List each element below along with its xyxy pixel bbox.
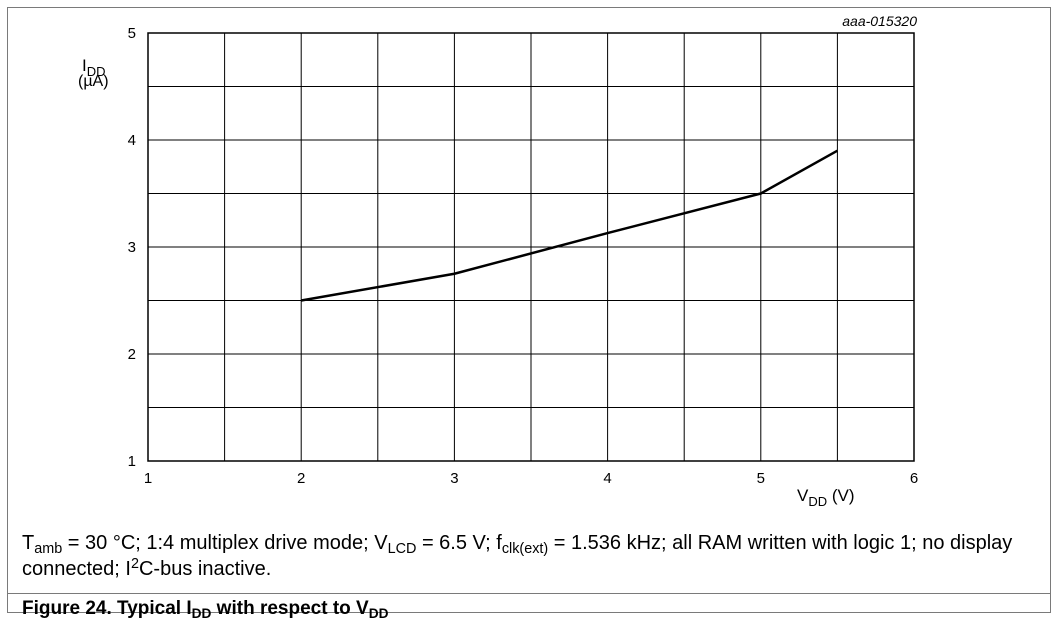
y-axis-label: IDD (82, 56, 106, 79)
caption-divider (8, 593, 1050, 594)
tick-labels: 1 2 3 4 5 6 1 2 3 4 5 (128, 25, 919, 487)
x-tick-label: 6 (910, 470, 918, 487)
figure-caption: Tamb = 30 °C; 1:4 multiplex drive mode; … (22, 532, 1013, 580)
plot-area (147, 32, 915, 462)
series-layer (300, 149, 839, 302)
x-tick-label: 4 (603, 470, 611, 487)
x-tick-label: 1 (144, 470, 152, 487)
series-line (300, 149, 839, 302)
y-tick-label: 1 (128, 453, 136, 470)
x-tick-label: 5 (757, 470, 765, 487)
y-tick-label: 4 (128, 132, 136, 149)
figure-frame (7, 7, 1051, 613)
chart: 1 2 3 4 5 6 1 2 3 4 5 aaa-015320 IDD (µA) VDD (V) (78, 13, 919, 509)
x-axis-label: VDD (V) (797, 486, 855, 509)
y-tick-label: 2 (128, 346, 136, 363)
grid (148, 33, 914, 461)
x-tick-label: 2 (297, 470, 305, 487)
y-axis-unit: (µA) (78, 73, 109, 90)
figure-id: aaa-015320 (842, 13, 917, 29)
y-tick-label: 3 (128, 239, 136, 256)
y-tick-label: 5 (128, 25, 136, 42)
x-tick-label: 3 (450, 470, 458, 487)
plot-border-rect (147, 32, 915, 462)
figure-title: Figure 24. Typical IDD with respect to V… (22, 598, 389, 621)
